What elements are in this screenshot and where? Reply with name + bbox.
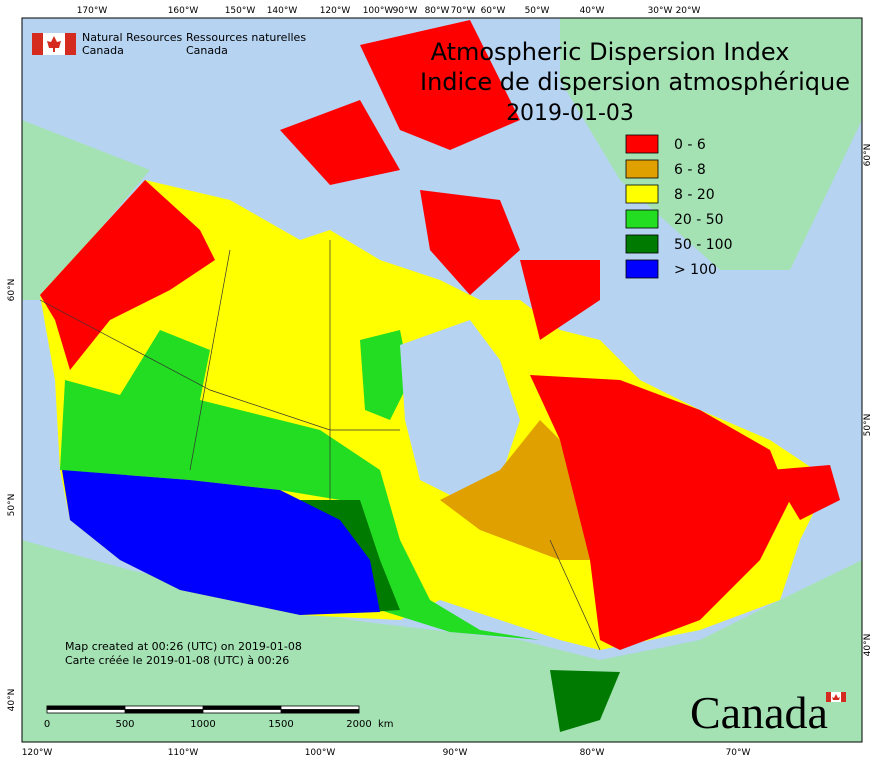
legend-label: 50 - 100 — [674, 237, 733, 253]
legend-label: 6 - 8 — [674, 162, 706, 178]
legend-label: 20 - 50 — [674, 212, 724, 228]
graticule-left: 40°N — [7, 689, 17, 712]
graticule-bottom: 80°W — [580, 748, 605, 758]
legend-swatch — [625, 234, 659, 254]
legend-swatch — [625, 184, 659, 204]
agency-en-country: Canada — [82, 44, 124, 57]
scale-unit: km — [378, 719, 394, 730]
graticule-top: 140°W — [267, 6, 298, 16]
graticule-top: 30°W — [648, 6, 673, 16]
graticule-top: 60°W — [481, 6, 506, 16]
legend-swatch — [625, 159, 659, 179]
title-en: Atmospheric Dispersion Index — [431, 38, 790, 66]
legend-label: > 100 — [674, 262, 717, 278]
legend-label: 0 - 6 — [674, 137, 706, 153]
agency-fr-country: Canada — [186, 44, 228, 57]
graticule-top: 160°W — [168, 6, 199, 16]
scale-label: 2000 — [346, 719, 371, 730]
graticule-bottom: 110°W — [168, 748, 199, 758]
graticule-right: 50°N — [863, 414, 873, 437]
wordmark: Canada — [690, 687, 828, 738]
map-frame — [21, 17, 863, 743]
boundaries — [39, 240, 601, 651]
graticule-left: 60°N — [7, 279, 17, 302]
wordmark-flag — [826, 692, 846, 702]
agency-fr: Ressources naturelles — [186, 31, 306, 44]
legend-swatch — [625, 134, 659, 154]
graticule-top: 80°W — [425, 6, 450, 16]
neighbour-land — [22, 18, 862, 742]
credit-fr: Carte créée le 2019-01-08 (UTC) à 00:26 — [65, 654, 289, 667]
scale-label: 0 — [44, 719, 50, 730]
graticule-top: 70°W — [451, 6, 476, 16]
scale-label: 1000 — [190, 719, 215, 730]
graticule-top: 20°W — [676, 6, 701, 16]
graticule-left: 50°N — [7, 494, 17, 517]
graticule-top: 170°W — [77, 6, 108, 16]
date: 2019-01-03 — [506, 101, 634, 126]
dispersion-zones — [40, 20, 840, 732]
legend-swatch — [625, 209, 659, 229]
graticule-top: 40°W — [580, 6, 605, 16]
title-fr: Indice de dispersion atmosphérique — [420, 68, 850, 96]
scale-bar — [46, 705, 360, 714]
graticule-top: 50°W — [525, 6, 550, 16]
graticule-bottom: 90°W — [443, 748, 468, 758]
graticule-top: 120°W — [320, 6, 351, 16]
agency-en: Natural Resources — [82, 31, 183, 44]
scale-label: 1500 — [268, 719, 293, 730]
scale-label: 500 — [115, 719, 134, 730]
credit-en: Map created at 00:26 (UTC) on 2019-01-08 — [65, 640, 302, 653]
graticule-right: 40°N — [863, 634, 873, 657]
graticule-right: 60°N — [863, 144, 873, 167]
graticule-top: 90°W — [393, 6, 418, 16]
graticule-bottom: 120°W — [22, 748, 53, 758]
graticule-top: 150°W — [225, 6, 256, 16]
flag-logo — [32, 33, 76, 55]
legend-label: 8 - 20 — [674, 187, 715, 203]
graticule-bottom: 70°W — [726, 748, 751, 758]
graticule-bottom: 100°W — [305, 748, 336, 758]
legend-swatch — [625, 259, 659, 279]
graticule-top: 100°W — [363, 6, 394, 16]
